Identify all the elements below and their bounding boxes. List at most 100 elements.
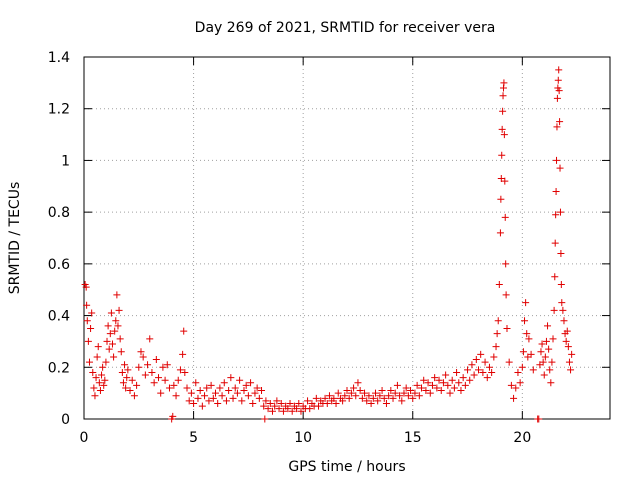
data-point [407, 387, 415, 395]
x-tick-label: 20 [513, 430, 531, 446]
data-point [312, 394, 320, 402]
data-point [481, 358, 489, 366]
data-point [194, 394, 202, 402]
data-points [81, 66, 576, 423]
data-point [525, 335, 533, 343]
x-axis-label: GPS time / hours [288, 459, 405, 475]
data-point [459, 374, 467, 382]
data-point [172, 392, 180, 400]
data-point [238, 397, 246, 405]
data-point [477, 350, 485, 358]
data-point [488, 368, 496, 376]
data-point [560, 317, 568, 325]
data-point [108, 340, 116, 348]
data-point [363, 397, 371, 405]
data-point [546, 366, 554, 374]
data-point [101, 376, 109, 384]
data-point [321, 394, 329, 402]
data-point [516, 379, 524, 387]
data-point [90, 384, 98, 392]
plot-frame [83, 56, 611, 420]
data-point [220, 379, 228, 387]
data-point [258, 387, 266, 395]
data-point [128, 376, 136, 384]
data-point [92, 374, 100, 382]
y-tick-label: 1 [61, 153, 70, 169]
data-point [502, 260, 510, 268]
data-point [222, 397, 230, 405]
data-point [247, 379, 255, 387]
data-point [216, 384, 224, 392]
y-tick-label: 0 [61, 412, 70, 428]
data-point [85, 358, 93, 366]
data-point [180, 327, 188, 335]
data-point [553, 94, 561, 102]
data-point [93, 353, 101, 361]
data-point [98, 371, 106, 379]
data-point [500, 79, 508, 87]
data-point [231, 384, 239, 392]
data-point [503, 325, 511, 332]
data-point [255, 394, 263, 402]
data-point [117, 348, 125, 356]
data-point [91, 392, 99, 400]
data-point [505, 358, 513, 366]
data-point [225, 387, 233, 395]
data-point [229, 394, 237, 402]
data-point [242, 381, 250, 389]
data-point [130, 392, 138, 400]
data-point [404, 392, 412, 400]
data-point [356, 387, 364, 395]
data-point [273, 397, 281, 405]
data-point [106, 330, 114, 338]
data-point [413, 381, 421, 389]
data-point [510, 394, 518, 402]
data-point [198, 402, 206, 410]
data-point [382, 399, 390, 407]
data-point [286, 399, 294, 407]
data-point [483, 374, 491, 382]
data-point [551, 239, 559, 247]
data-point [549, 335, 557, 343]
data-point [448, 376, 456, 384]
data-point [201, 392, 209, 400]
data-point [103, 337, 111, 345]
data-point [464, 366, 472, 374]
data-point [146, 335, 154, 343]
data-point [398, 397, 406, 405]
data-point [564, 343, 572, 351]
data-point [428, 381, 436, 389]
data-point [352, 392, 360, 400]
data-point [268, 407, 276, 415]
y-tick-label: 1.2 [48, 102, 70, 118]
data-point [185, 397, 193, 405]
data-point [498, 151, 506, 159]
data-point [519, 348, 527, 356]
data-point [497, 175, 505, 183]
data-point [332, 399, 340, 407]
axis-ticks: 0 0.2 0.4 0.6 0.8 1 1.2 1.4 0 5 10 15 20 [48, 50, 610, 446]
data-point [559, 306, 567, 314]
data-point [165, 384, 173, 392]
data-point [479, 368, 487, 376]
data-point [420, 376, 428, 384]
data-point [518, 363, 526, 371]
data-point [350, 384, 358, 392]
y-tick-label: 0.2 [48, 360, 70, 376]
data-point [144, 361, 152, 369]
data-point [260, 402, 268, 410]
data-point [205, 397, 213, 405]
data-point [179, 350, 187, 358]
data-point [527, 350, 535, 358]
data-point [233, 389, 241, 397]
data-point [411, 389, 419, 397]
data-point [537, 348, 545, 356]
data-point [347, 389, 355, 397]
data-point [114, 322, 122, 330]
data-point [494, 317, 502, 325]
data-point [422, 387, 430, 395]
data-point [203, 384, 211, 392]
data-point [133, 381, 141, 389]
data-point [499, 107, 507, 115]
data-point [240, 387, 248, 395]
